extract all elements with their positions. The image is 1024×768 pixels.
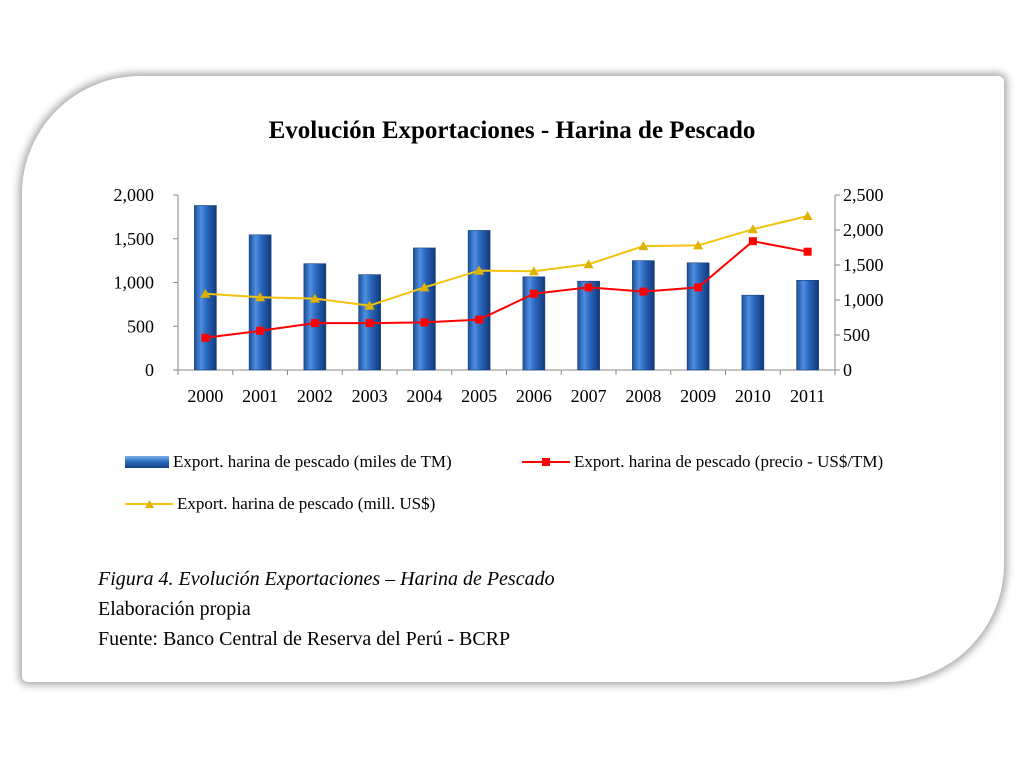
value-point [583, 259, 594, 269]
price-point [694, 283, 703, 292]
value-point [693, 240, 704, 250]
y-right-tick-label: 2,500 [843, 185, 884, 205]
value-point [802, 211, 813, 220]
bar [741, 294, 765, 371]
value-point [528, 266, 539, 276]
x-tick-label: 2011 [790, 386, 825, 406]
legend-item-price: Export. harina de pescado (precio - US$/… [522, 452, 883, 472]
legend-item-value: Export. harina de pescado (mill. US$) [125, 494, 435, 514]
y-left-tick-label: 500 [127, 316, 154, 336]
bar [194, 205, 217, 371]
price-point [475, 315, 484, 324]
y-right-tick-label: 500 [843, 325, 870, 345]
y-right-tick-label: 2,000 [843, 220, 884, 240]
price-point [310, 319, 319, 328]
price-point [201, 333, 210, 342]
y-left-tick-label: 2,000 [114, 185, 155, 205]
value-point [638, 241, 649, 251]
price-point [584, 283, 593, 292]
x-tick-label: 2006 [516, 386, 552, 406]
bar [467, 230, 491, 371]
chart-title: Evolución Exportaciones - Harina de Pesc… [268, 117, 756, 144]
y-left-tick-label: 0 [145, 360, 154, 380]
x-tick-label: 2002 [297, 386, 333, 406]
caption-authorship: Elaboración propia [98, 598, 251, 620]
price-point [420, 318, 429, 327]
legend-label-bars: Export. harina de pescado (miles de TM) [173, 452, 452, 471]
value-point [474, 265, 485, 275]
legend-price-swatch [522, 456, 570, 468]
price-point [748, 237, 757, 246]
x-tick-label: 2000 [187, 386, 223, 406]
figure-caption-label: Figura 4. Evolución Exportaciones – Hari… [98, 568, 555, 590]
legend-label-price: Export. harina de pescado (precio - US$/… [574, 452, 884, 471]
bar [303, 263, 327, 371]
legend-bar-swatch [125, 456, 169, 468]
value-point [419, 282, 430, 292]
bar [522, 276, 546, 371]
bar [248, 234, 272, 371]
legend-item-bars: Export. harina de pescado (miles de TM) [125, 452, 452, 472]
price-point [256, 326, 265, 335]
legend-value-swatch [125, 498, 173, 510]
price-point [639, 287, 648, 296]
x-tick-label: 2001 [242, 386, 278, 406]
bar [686, 262, 710, 371]
y-left-tick-label: 1,500 [114, 229, 155, 249]
bar [577, 280, 600, 371]
bar [796, 280, 819, 371]
price-point [529, 289, 538, 298]
value-line [205, 215, 808, 307]
value-point [747, 224, 758, 234]
price-line [205, 240, 808, 339]
price-point [365, 319, 374, 328]
x-tick-label: 2009 [680, 386, 716, 406]
y-right-tick-label: 0 [843, 360, 852, 380]
price-point [803, 247, 812, 256]
y-left-tick-label: 1,000 [114, 273, 155, 293]
value-point [255, 292, 266, 302]
value-point [364, 300, 375, 310]
bar [413, 247, 436, 371]
x-tick-label: 2005 [461, 386, 497, 406]
bar [632, 260, 655, 371]
legend-label-value: Export. harina de pescado (mill. US$) [177, 494, 436, 513]
x-tick-label: 2008 [625, 386, 661, 406]
figure-card [22, 76, 1004, 682]
x-tick-label: 2010 [735, 386, 771, 406]
value-point [309, 293, 320, 303]
y-right-tick-label: 1,500 [843, 255, 884, 275]
x-tick-label: 2003 [352, 386, 388, 406]
caption-source: Fuente: Banco Central de Reserva del Per… [98, 628, 511, 650]
x-tick-label: 2004 [406, 386, 442, 406]
value-point [200, 288, 211, 298]
x-tick-label: 2007 [571, 386, 607, 406]
y-right-tick-label: 1,000 [843, 290, 884, 310]
